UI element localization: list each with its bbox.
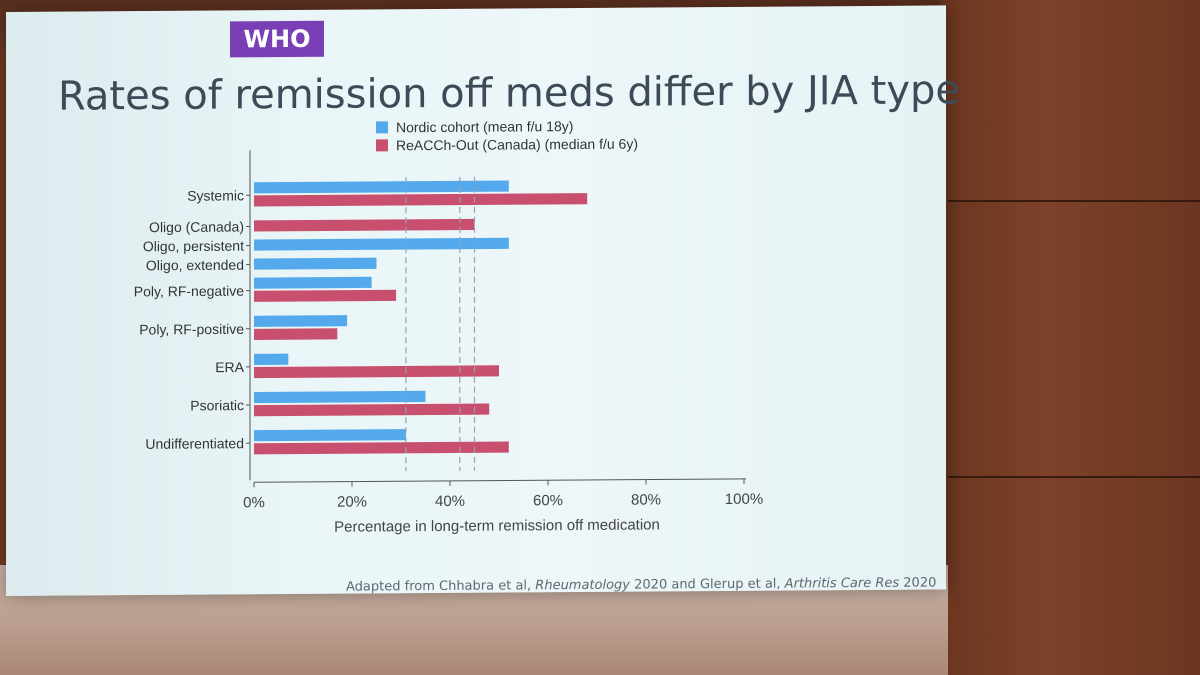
bar-reacch-8 <box>254 403 490 417</box>
bar-nordic-8 <box>254 390 426 404</box>
bar-nordic-5 <box>254 276 372 289</box>
y-tick-label-2: Oligo (Canada) <box>149 219 244 236</box>
bar-nordic-3 <box>254 237 509 251</box>
bar-chart: Nordic cohort (mean f/u 18y)ReACCh-Out (… <box>134 118 763 536</box>
x-tick-label-4: 60% <box>533 492 563 509</box>
projector-screen: WHO Rates of remission off meds differ b… <box>6 5 960 597</box>
legend-swatch-2 <box>376 139 388 152</box>
bar-nordic-9 <box>254 429 406 442</box>
y-tick-label-7: ERA <box>215 359 244 375</box>
x-tick-label-5: 80% <box>631 491 661 508</box>
bar-nordic-1 <box>254 180 509 194</box>
y-tick-label-5: Poly, RF-negative <box>134 283 244 300</box>
bar-nordic-4 <box>254 257 377 270</box>
y-tick-label-3: Oligo, persistent <box>143 238 244 255</box>
bar-reacch-2 <box>254 218 475 232</box>
x-tick-label-2: 20% <box>337 493 367 510</box>
legend-swatch-1 <box>376 121 388 134</box>
y-tick-label-6: Poly, RF-positive <box>139 321 244 338</box>
x-axis-line <box>254 478 746 483</box>
panel-seam <box>948 200 1200 202</box>
bar-reacch-6 <box>254 328 338 341</box>
bar-reacch-7 <box>254 365 499 379</box>
x-tick-label-1: 0% <box>243 494 265 511</box>
wood-panel <box>940 0 1200 675</box>
bar-reacch-5 <box>254 289 397 302</box>
x-axis-label: Percentage in long-term remission off me… <box>334 516 660 535</box>
bar-nordic-7 <box>254 353 289 366</box>
y-tick-label-4: Oligo, extended <box>146 257 244 274</box>
x-tick-label-6: 100% <box>725 491 763 508</box>
x-tick-label-3: 40% <box>435 493 465 510</box>
y-tick-label-1: Systemic <box>187 187 244 203</box>
legend-label-2: ReACCh-Out (Canada) (median f/u 6y) <box>396 136 638 154</box>
panel-seam <box>948 476 1200 478</box>
legend-label-1: Nordic cohort (mean f/u 18y) <box>396 118 573 135</box>
bar-nordic-6 <box>254 315 348 327</box>
y-tick-label-8: Psoriatic <box>190 397 244 413</box>
bar-reacch-1 <box>254 193 588 207</box>
bar-reacch-9 <box>254 441 509 455</box>
y-tick-label-9: Undifferentiated <box>145 435 244 452</box>
